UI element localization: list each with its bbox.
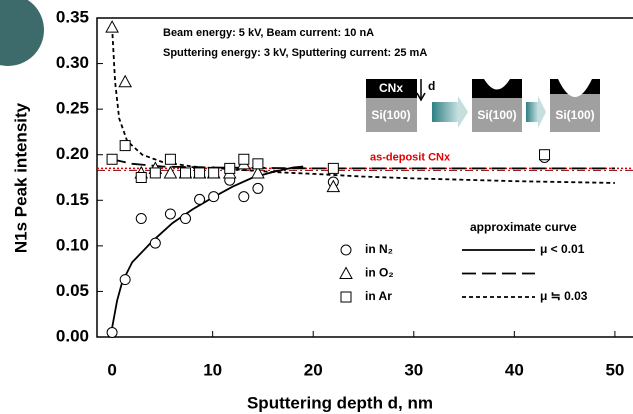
point (164, 153, 176, 165)
point (252, 158, 264, 170)
point (208, 167, 220, 179)
curve (111, 27, 615, 184)
point (327, 162, 339, 174)
legend-label: in Ar (365, 289, 392, 303)
y-tick-label: 0.15 (56, 190, 89, 209)
x-tick-label: 40 (505, 360, 524, 379)
point (106, 326, 118, 338)
legend-marker (340, 244, 352, 256)
curve (111, 158, 615, 170)
point (119, 274, 131, 286)
legend-title: approximate curve (470, 220, 577, 234)
y-tick-label: 0.05 (56, 281, 89, 300)
point (105, 20, 119, 33)
point (179, 167, 191, 179)
x-tick-label: 50 (605, 360, 624, 379)
curve (111, 165, 304, 329)
point (135, 172, 147, 183)
legend-label: μ ≒ 0.03 (540, 289, 588, 303)
y-tick-label: 0.35 (56, 7, 89, 26)
point (194, 167, 206, 179)
point (135, 213, 147, 225)
y-tick-label: 0.20 (56, 144, 89, 163)
inset-label: Si(100) (371, 108, 410, 122)
point (194, 193, 206, 205)
point (208, 191, 220, 203)
inset-label: Si(100) (555, 108, 594, 122)
y-axis-label: N1s Peak intensity (11, 102, 30, 253)
legend-marker (340, 291, 352, 303)
point (326, 179, 341, 193)
inset: CNx Si(100) d Si(100) Si(100) (366, 79, 600, 132)
point (539, 149, 551, 161)
point (224, 162, 236, 174)
point (106, 153, 118, 165)
x-axis-label: Sputtering depth d, nm (247, 393, 433, 412)
inset-label: d (428, 79, 435, 93)
decoration (0, 0, 44, 66)
annotation: Sputtering energy: 3 kV, Sputtering curr… (163, 47, 427, 59)
point (118, 74, 133, 88)
x-tick-label: 20 (304, 360, 323, 379)
plot-frame (96, 17, 633, 338)
x-tick-label: 10 (203, 360, 222, 379)
point (251, 165, 265, 179)
point (119, 140, 131, 152)
point (164, 208, 176, 220)
point (163, 165, 178, 179)
x-tick-label: 0 (107, 360, 116, 379)
point (238, 153, 250, 165)
y-tick-label: 0.00 (56, 326, 89, 345)
inset-label: Si(100) (477, 108, 516, 122)
y-tick-label: 0.10 (56, 235, 89, 254)
annotation: Beam energy: 5 kV, Beam current: 10 nA (163, 27, 374, 39)
y-tick-label: 0.30 (56, 53, 89, 72)
point (179, 213, 191, 225)
x-tick-label: 30 (404, 360, 423, 379)
legend-label: in O₂ (365, 266, 394, 280)
point (238, 191, 250, 203)
legend-label: in N₂ (365, 242, 393, 256)
reference-label: as-deposit CNx (370, 151, 451, 163)
legend-label: μ < 0.01 (540, 242, 585, 256)
inset-label: CNx (379, 81, 403, 95)
point (149, 237, 161, 249)
legend-marker (339, 266, 353, 279)
point (149, 167, 161, 179)
y-tick-label: 0.25 (56, 99, 89, 118)
point (252, 182, 264, 194)
